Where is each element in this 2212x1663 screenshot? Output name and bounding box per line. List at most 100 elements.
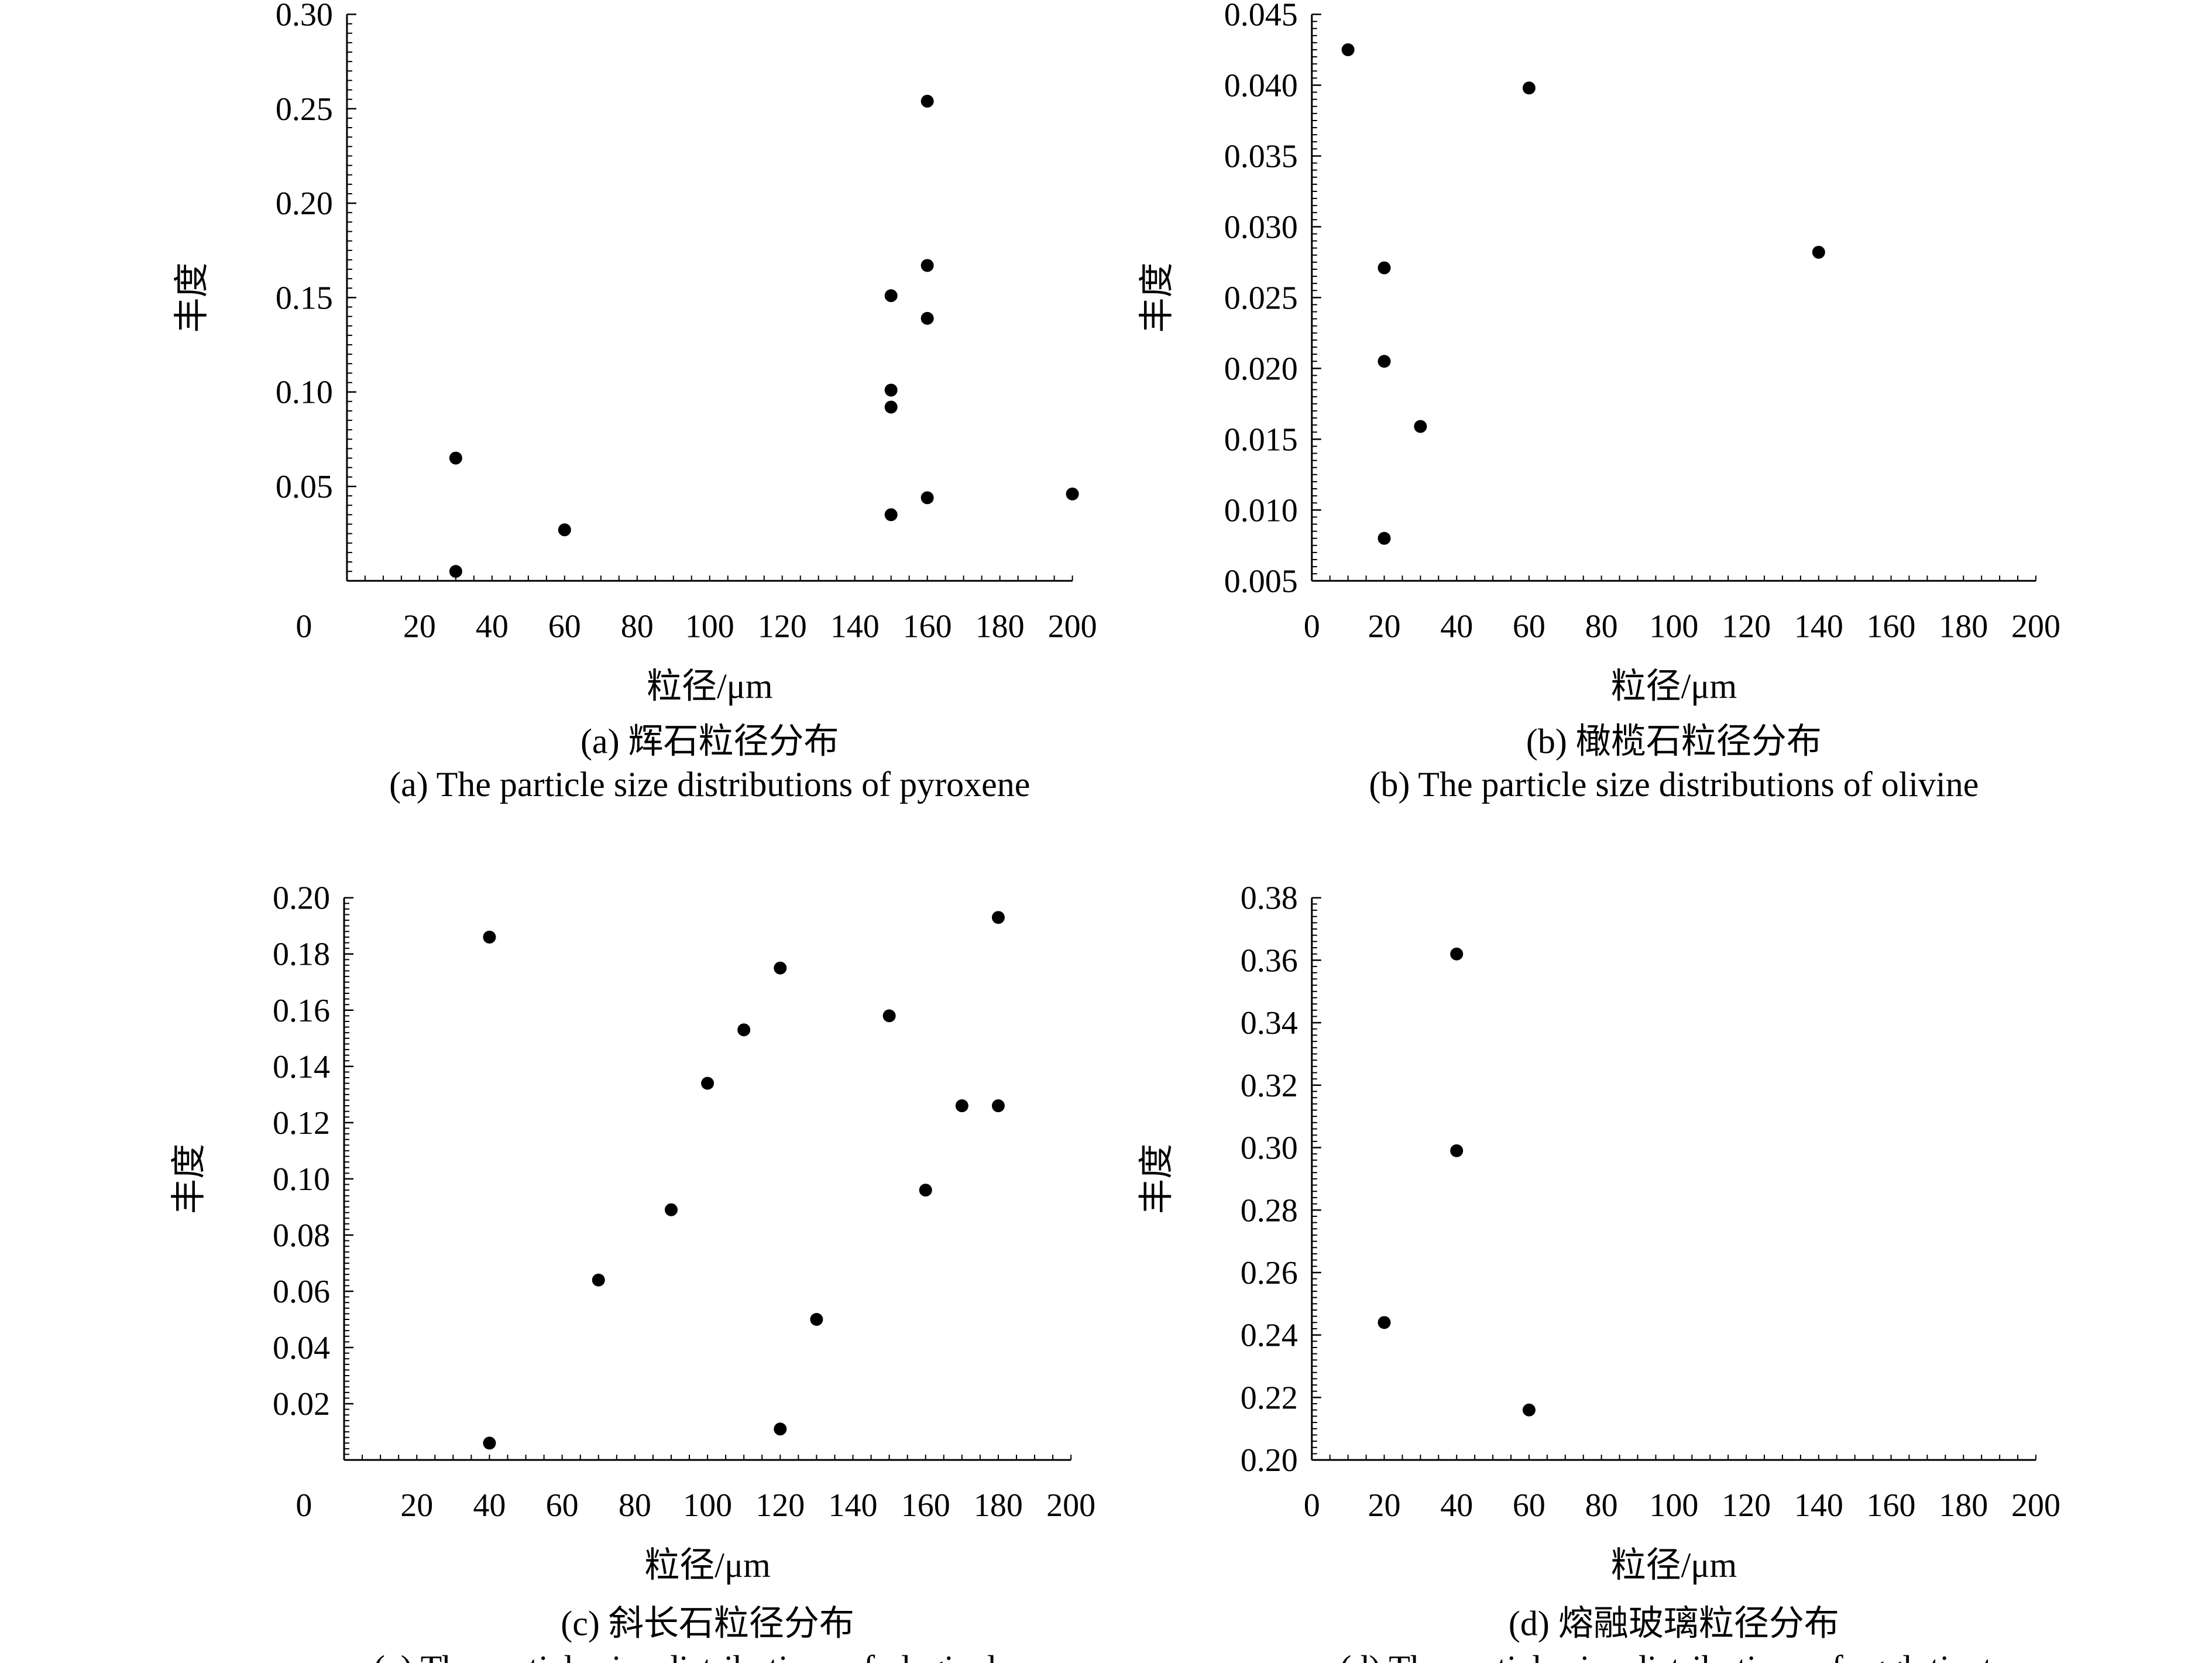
y-tick-label: 0.20 bbox=[273, 880, 330, 917]
data-point bbox=[991, 911, 1005, 924]
data-point bbox=[884, 383, 898, 397]
x-axis-title: 粒径/μm bbox=[647, 667, 773, 705]
y-tick-label: 0.26 bbox=[1241, 1255, 1298, 1291]
y-tick-label: 0.32 bbox=[1241, 1068, 1298, 1104]
y-tick-label: 0.015 bbox=[1224, 421, 1298, 458]
data-point bbox=[1341, 43, 1355, 56]
x-tick-label: 80 bbox=[621, 608, 654, 644]
data-point bbox=[1378, 355, 1391, 368]
y-tick-label: 0.18 bbox=[273, 937, 330, 973]
data-point bbox=[1414, 420, 1427, 433]
x-tick-label: 140 bbox=[1794, 608, 1843, 644]
caption-cn: (a) 辉石粒径分布 bbox=[581, 722, 839, 761]
y-tick-label: 0.02 bbox=[273, 1386, 330, 1422]
x-tick-label: 160 bbox=[1867, 608, 1916, 644]
y-tick-label: 0.035 bbox=[1224, 138, 1298, 174]
data-point bbox=[449, 451, 462, 465]
caption-en: (c) The particle size distributions of p… bbox=[373, 1648, 1042, 1663]
caption-cn: (b) 橄榄石粒径分布 bbox=[1526, 722, 1822, 761]
x-tick-label: 160 bbox=[1867, 1487, 1916, 1524]
x-tick-label: 140 bbox=[1794, 1487, 1843, 1524]
data-point bbox=[1812, 245, 1825, 259]
data-point bbox=[991, 1099, 1005, 1113]
caption-en: (d) The particle size distributions of a… bbox=[1339, 1648, 2008, 1663]
x-tick-label: 40 bbox=[1440, 608, 1473, 644]
data-point bbox=[483, 1436, 496, 1450]
x-axis-title: 粒径/μm bbox=[1611, 667, 1737, 705]
y-tick-label: 0.30 bbox=[276, 0, 333, 33]
data-point bbox=[1378, 1316, 1391, 1329]
y-tick-label: 0.08 bbox=[273, 1218, 330, 1254]
data-point bbox=[955, 1099, 968, 1113]
x-tick-label: 0 bbox=[1304, 608, 1320, 644]
x-tick-label: 140 bbox=[830, 608, 880, 644]
x-tick-label: 200 bbox=[2011, 608, 2060, 644]
x-origin-label: 0 bbox=[296, 1487, 312, 1524]
data-point bbox=[884, 508, 898, 522]
data-point bbox=[1522, 1403, 1536, 1417]
x-tick-label: 60 bbox=[548, 608, 581, 644]
x-tick-label: 20 bbox=[1368, 608, 1400, 644]
x-tick-label: 180 bbox=[1939, 608, 1988, 644]
x-tick-label: 40 bbox=[476, 608, 509, 644]
x-tick-label: 100 bbox=[1649, 1487, 1698, 1524]
x-tick-label: 20 bbox=[400, 1487, 433, 1524]
x-tick-label: 60 bbox=[1513, 1487, 1545, 1524]
y-tick-label: 0.040 bbox=[1224, 67, 1298, 104]
x-tick-label: 200 bbox=[2011, 1487, 2060, 1524]
data-point bbox=[884, 289, 898, 303]
x-tick-label: 100 bbox=[685, 608, 734, 644]
data-point bbox=[1450, 1144, 1464, 1157]
x-tick-label: 180 bbox=[976, 608, 1025, 644]
x-tick-label: 200 bbox=[1048, 608, 1097, 644]
x-tick-label: 160 bbox=[903, 608, 952, 644]
data-point bbox=[774, 1422, 787, 1436]
y-tick-label: 0.05 bbox=[276, 469, 333, 505]
y-tick-label: 0.005 bbox=[1224, 563, 1298, 599]
data-point bbox=[882, 1009, 896, 1023]
data-point bbox=[884, 400, 898, 414]
x-tick-label: 120 bbox=[755, 1487, 805, 1524]
x-tick-label: 120 bbox=[758, 608, 807, 644]
data-point bbox=[592, 1273, 605, 1287]
y-tick-label: 0.20 bbox=[276, 186, 333, 222]
x-tick-label: 80 bbox=[619, 1487, 651, 1524]
chart-b: 0.005 0.010 0.015 0.020 0.025 0.030 0.035 0.040… bbox=[1138, 0, 2060, 804]
chart-c: 0.02 0.04 0.06 0.08 0.10 0.12 0.14 0.16 0.18 0.20… bbox=[170, 880, 1095, 1663]
caption-cn: (c) 斜长石粒径分布 bbox=[561, 1604, 854, 1643]
x-tick-label: 60 bbox=[546, 1487, 579, 1524]
data-point bbox=[810, 1313, 823, 1326]
y-tick-label: 0.025 bbox=[1224, 280, 1298, 316]
x-tick-label: 20 bbox=[403, 608, 436, 644]
x-tick-label: 200 bbox=[1046, 1487, 1095, 1524]
x-tick-label: 180 bbox=[1939, 1487, 1988, 1524]
data-point bbox=[920, 491, 934, 505]
y-axis-title: 丰度 bbox=[173, 262, 211, 332]
y-tick-label: 0.10 bbox=[276, 375, 333, 411]
data-point bbox=[1450, 947, 1464, 961]
x-axis-title: 粒径/μm bbox=[644, 1546, 771, 1585]
data-point bbox=[1378, 261, 1391, 275]
data-point bbox=[737, 1023, 751, 1037]
data-point bbox=[701, 1076, 715, 1090]
y-tick-label: 0.020 bbox=[1224, 351, 1298, 387]
x-tick-label: 140 bbox=[829, 1487, 878, 1524]
data-point bbox=[1066, 487, 1079, 500]
x-tick-label: 180 bbox=[974, 1487, 1023, 1524]
y-axis-title: 丰度 bbox=[1138, 1144, 1176, 1214]
y-tick-label: 0.25 bbox=[276, 91, 333, 128]
data-point bbox=[664, 1203, 678, 1216]
y-tick-label: 0.010 bbox=[1224, 492, 1298, 529]
data-point bbox=[1522, 81, 1536, 95]
y-tick-label: 0.34 bbox=[1241, 1005, 1298, 1041]
y-tick-label: 0.10 bbox=[273, 1161, 330, 1198]
y-tick-label: 0.20 bbox=[1241, 1442, 1298, 1479]
x-tick-label: 80 bbox=[1585, 1487, 1618, 1524]
x-tick-label: 0 bbox=[1304, 1487, 1320, 1524]
x-origin-label: 0 bbox=[296, 608, 312, 644]
data-point bbox=[1378, 532, 1391, 545]
caption-cn: (d) 熔融玻璃粒径分布 bbox=[1509, 1604, 1839, 1643]
y-tick-label: 0.045 bbox=[1224, 0, 1298, 33]
y-tick-label: 0.36 bbox=[1241, 942, 1298, 979]
